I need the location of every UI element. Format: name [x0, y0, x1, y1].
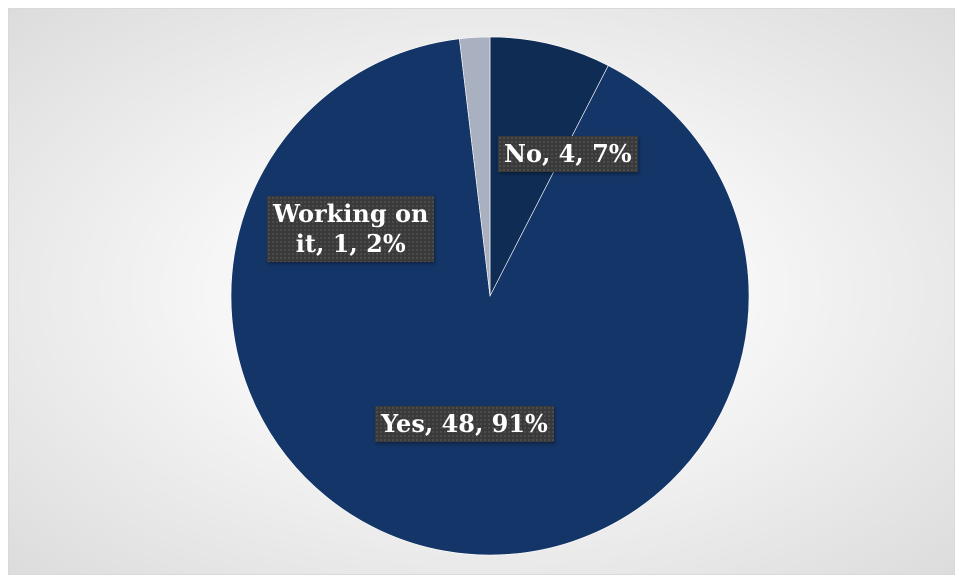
data-label-yes-text: Yes, 48, 91% [381, 409, 548, 438]
data-label-no: No, 4, 7% [498, 136, 638, 172]
chart-area: No, 4, 7% Working on it, 1, 2% Yes, 48, … [8, 8, 955, 575]
data-label-working-on-it-line1: Working on [273, 199, 429, 228]
data-label-working-on-it: Working on it, 1, 2% [267, 196, 435, 262]
data-label-yes: Yes, 48, 91% [375, 406, 554, 442]
pie-slice-working-on-it [459, 36, 491, 297]
pie-slices [230, 36, 750, 556]
pie-chart [230, 36, 750, 556]
data-label-working-on-it-line2: it, 1, 2% [295, 229, 406, 258]
data-label-no-text: No, 4, 7% [504, 139, 632, 168]
